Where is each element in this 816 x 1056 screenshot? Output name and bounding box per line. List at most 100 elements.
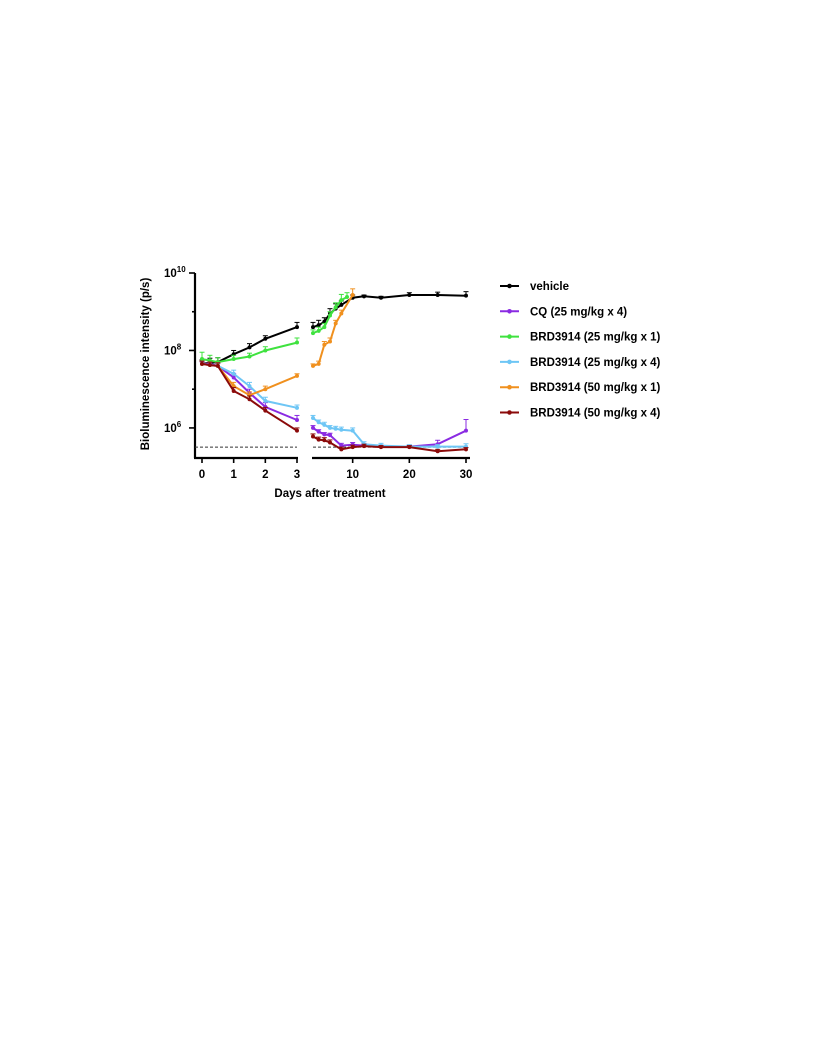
data-point xyxy=(207,363,212,368)
y-tick-label-base: 10 xyxy=(164,423,177,435)
data-point xyxy=(316,361,321,366)
legend-label: BRD3914 (25 mg/kg x 1) xyxy=(530,332,661,344)
data-point xyxy=(362,444,366,449)
data-point xyxy=(339,443,344,448)
y-tick-label-base: 10 xyxy=(164,345,177,357)
data-point xyxy=(345,295,349,300)
data-point xyxy=(333,321,338,326)
y-tick-label: 1010 xyxy=(164,265,186,280)
y-axis-title: Bioluminescence intensity (p/s) xyxy=(140,278,152,451)
legend-item: BRD3914 (50 mg/kg x 4) xyxy=(500,408,661,420)
data-point xyxy=(328,433,332,438)
x-tick-label: 0 xyxy=(199,469,205,481)
data-point xyxy=(311,363,315,368)
series-group xyxy=(199,360,469,449)
legend-label: vehicle xyxy=(530,281,569,293)
data-point xyxy=(295,428,299,433)
x-axis-title: Days after treatment xyxy=(274,488,385,500)
data-point xyxy=(407,445,412,450)
data-point xyxy=(379,295,383,300)
data-point xyxy=(350,445,355,450)
legend-marker xyxy=(507,283,512,289)
legend-marker xyxy=(507,334,512,339)
data-point xyxy=(263,348,268,353)
data-point xyxy=(362,294,366,299)
data-point xyxy=(311,325,315,330)
data-point xyxy=(207,358,212,363)
data-point xyxy=(350,428,355,433)
x-tick-label: 3 xyxy=(294,469,300,481)
data-point xyxy=(328,339,332,344)
series-group xyxy=(199,288,356,398)
data-point xyxy=(263,387,268,392)
data-point xyxy=(464,293,468,298)
data-point xyxy=(435,293,440,298)
data-point xyxy=(247,345,252,350)
data-point xyxy=(311,425,315,430)
legend-label: BRD3914 (50 mg/kg x 4) xyxy=(530,408,661,420)
data-point xyxy=(328,313,332,318)
data-point xyxy=(311,331,315,336)
data-point xyxy=(464,447,468,452)
data-point xyxy=(263,336,268,341)
data-point xyxy=(295,405,299,410)
data-point xyxy=(322,342,327,347)
legend-marker xyxy=(507,384,512,390)
data-point xyxy=(322,422,327,427)
data-point xyxy=(231,388,236,393)
series-group xyxy=(199,360,469,454)
data-point xyxy=(231,375,236,380)
data-point xyxy=(231,371,236,376)
data-point xyxy=(295,418,299,423)
data-point xyxy=(200,357,204,362)
x-tick-label: 1 xyxy=(230,469,237,481)
data-point xyxy=(316,323,321,328)
data-point xyxy=(311,416,315,421)
x-tick-label: 2 xyxy=(262,469,268,481)
data-point xyxy=(339,427,344,432)
data-point xyxy=(295,373,299,378)
data-point xyxy=(322,432,327,437)
data-point xyxy=(247,384,252,389)
legend-item: BRD3914 (25 mg/kg x 4) xyxy=(500,357,661,369)
data-point xyxy=(407,293,412,298)
y-tick-label: 106 xyxy=(164,420,182,435)
x-tick-label: 20 xyxy=(403,469,416,481)
legend-label: BRD3914 (50 mg/kg x 1) xyxy=(530,382,661,394)
data-point xyxy=(435,449,440,454)
y-tick-label-exponent: 8 xyxy=(177,342,182,351)
data-point xyxy=(339,302,344,307)
data-point xyxy=(247,354,252,359)
series-group xyxy=(199,361,469,449)
data-point xyxy=(322,438,327,443)
data-point xyxy=(263,398,268,403)
data-point xyxy=(333,305,338,310)
legend-marker xyxy=(507,410,512,415)
legend-item: BRD3914 (25 mg/kg x 1) xyxy=(500,332,661,344)
data-point xyxy=(247,397,252,402)
data-point xyxy=(231,357,236,362)
legend: vehicle CQ (25 mg/kg x 4) BRD3914 (25 mg/k… xyxy=(500,281,661,420)
series-line xyxy=(312,435,467,453)
legend-item: BRD3914 (50 mg/kg x 1) xyxy=(500,382,661,394)
data-point xyxy=(295,325,299,330)
data-point xyxy=(316,437,321,442)
x-tick-label: 30 xyxy=(460,469,473,481)
data-point xyxy=(316,328,321,333)
data-point xyxy=(333,426,338,431)
data-point xyxy=(322,325,327,330)
data-point xyxy=(311,434,315,439)
data-point xyxy=(328,440,332,445)
data-point xyxy=(339,447,344,452)
x-tick-label: 10 xyxy=(346,469,359,481)
data-point xyxy=(379,445,383,450)
legend-item: CQ (25 mg/kg x 4) xyxy=(500,306,627,318)
legend-marker xyxy=(507,309,512,314)
data-point xyxy=(350,293,355,298)
data-point xyxy=(339,298,344,303)
y-tick-label-base: 10 xyxy=(164,268,177,280)
data-point xyxy=(435,444,440,449)
y-tick-label-exponent: 6 xyxy=(177,420,182,429)
data-point xyxy=(263,408,268,413)
plot-area xyxy=(195,288,469,454)
